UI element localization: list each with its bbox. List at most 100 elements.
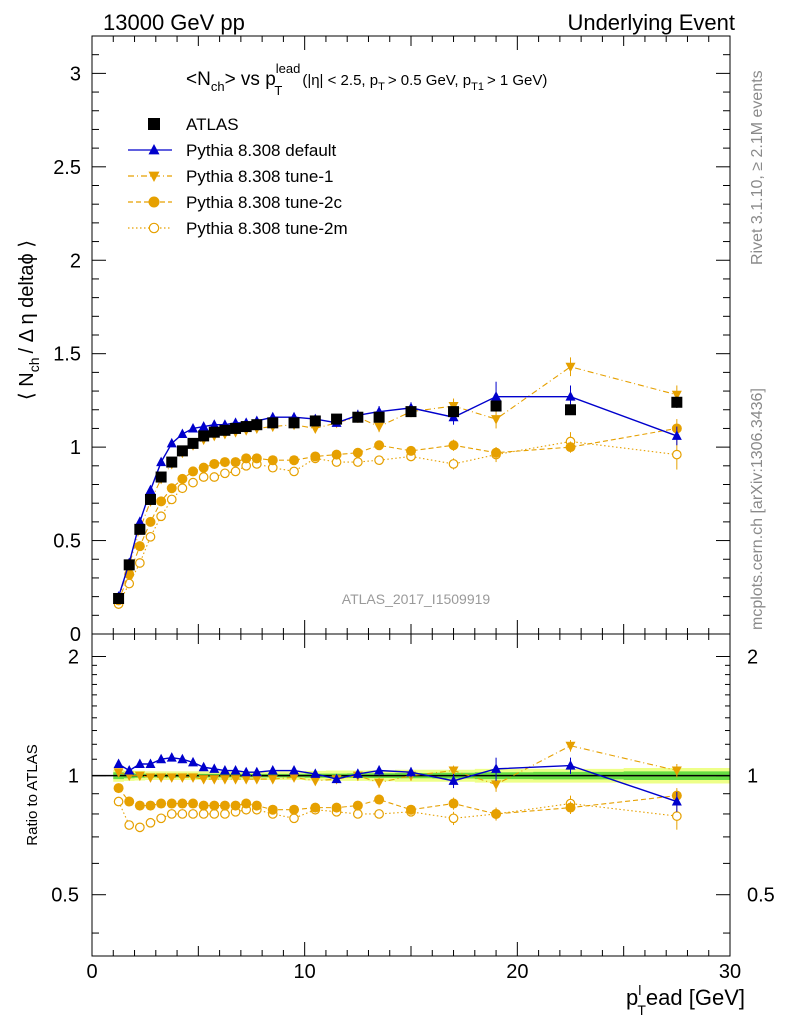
ratio-point-pythia-8-308-tune-2c — [352, 800, 363, 811]
data-point-pythia-8-308-default — [491, 391, 502, 401]
data-point-pythia-8-308-tune-2m — [448, 459, 459, 469]
main-y-tick-label: 0.5 — [53, 531, 81, 553]
ratio-y-axis-label: Ratio to ATLAS — [24, 744, 41, 845]
ratio-point-pythia-8-308-tune-2c — [219, 800, 230, 811]
data-point-pythia-8-308-tune-2c — [310, 451, 321, 462]
ratio-point-pythia-8-308-default — [124, 765, 135, 775]
title-sub: T — [274, 83, 282, 98]
ratio-point-pythia-8-308-tune-1 — [156, 773, 167, 783]
main-y-axis-label: ⟨ Nch / Δ η deltaϕ ⟩ — [16, 240, 42, 400]
ratio-point-pythia-8-308-tune-1 — [289, 773, 300, 783]
x-tick-label: 30 — [719, 961, 741, 983]
ratio-point-pythia-8-308-tune-1 — [448, 766, 459, 777]
data-point-atlas — [671, 396, 683, 408]
data-point-pythia-8-308-tune-1 — [374, 422, 385, 433]
title-cuts-1: (|η| < 2.5, p — [302, 72, 378, 89]
title-cuts-3: > 1 GeV) — [487, 72, 547, 89]
title-main: <N — [186, 69, 211, 90]
ratio-y-tick-label-right: 0.5 — [747, 885, 775, 907]
ratio-point-pythia-8-308-tune-2m — [177, 809, 188, 819]
data-point-pythia-8-308-tune-1 — [491, 415, 502, 425]
data-point-pythia-8-308-default — [156, 456, 167, 467]
ratio-point-pythia-8-308-default — [188, 756, 199, 767]
ratio-point-pythia-8-308-default — [671, 796, 682, 806]
series-line-pythia-8-308-tune-2c — [118, 427, 677, 601]
ratio-point-pythia-8-308-tune-2c — [448, 798, 459, 809]
title-sup: lead — [276, 61, 301, 76]
data-point-pythia-8-308-tune-2m — [135, 558, 145, 568]
data-point-pythia-8-308-default — [671, 430, 682, 440]
ylabel-sub: ch — [26, 357, 42, 372]
data-point-pythia-8-308-tune-2c — [145, 516, 156, 527]
data-point-pythia-8-308-tune-2c — [134, 541, 145, 552]
legend-label-pythia-8-308-tune-1: Pythia 8.308 tune-1 — [186, 167, 333, 186]
ratio-point-pythia-8-308-default — [448, 775, 459, 785]
ratio-point-pythia-8-308-tune-2c — [156, 798, 167, 809]
ratio-point-pythia-8-308-tune-1 — [198, 775, 209, 785]
ratio-point-pythia-8-308-default — [491, 763, 502, 773]
ratio-point-pythia-8-308-tune-2m — [374, 809, 384, 819]
ratio-point-pythia-8-308-default — [289, 765, 300, 775]
ratio-point-pythia-8-308-tune-2m — [124, 820, 135, 830]
data-point-atlas — [288, 417, 300, 429]
ratio-point-pythia-8-308-tune-2c — [565, 802, 576, 813]
data-point-pythia-8-308-tune-2c — [374, 440, 385, 451]
x-tick-labels: 0 10 20 30 — [86, 961, 741, 983]
legend-label-atlas: ATLAS — [186, 115, 239, 134]
ratio-point-pythia-8-308-tune-2m — [289, 813, 299, 824]
legend-marker-pythia-8-308-tune-1 — [148, 171, 160, 183]
ratio-point-pythia-8-308-tune-2c — [209, 800, 220, 811]
ratio-point-pythia-8-308-default — [331, 773, 342, 784]
data-point-atlas — [267, 417, 279, 429]
ratio-point-pythia-8-308-default — [565, 760, 576, 770]
main-y-tick-label: 2.5 — [53, 157, 81, 179]
data-point-pythia-8-308-tune-2c — [188, 466, 199, 477]
data-point-atlas — [176, 445, 188, 457]
data-point-pythia-8-308-tune-2c — [198, 462, 209, 473]
ratio-point-pythia-8-308-default — [406, 766, 416, 777]
data-point-pythia-8-308-tune-2m — [289, 466, 299, 477]
data-point-pythia-8-308-tune-2c — [491, 447, 502, 458]
ratio-point-pythia-8-308-tune-2c — [406, 804, 416, 815]
main-y-tick-label: 0 — [70, 624, 81, 646]
ratio-point-pythia-8-308-tune-2c — [113, 783, 124, 794]
title-cuts-2: > 0.5 GeV, p — [388, 72, 471, 89]
ratio-point-pythia-8-308-default — [352, 768, 363, 778]
ratio-point-pythia-8-308-tune-2c — [267, 804, 278, 815]
ratio-point-pythia-8-308-tune-1 — [219, 775, 230, 785]
data-point-pythia-8-308-tune-2c — [251, 453, 262, 464]
data-point-pythia-8-308-default — [188, 422, 199, 433]
ratio-point-pythia-8-308-tune-2c — [198, 800, 209, 811]
ratio-point-pythia-8-308-tune-2c — [177, 798, 188, 809]
ratio-point-pythia-8-308-default — [374, 765, 385, 775]
xlabel-sup: l — [638, 982, 641, 998]
main-axis-ticks — [91, 35, 731, 635]
data-point-atlas — [251, 419, 263, 431]
legend-label-pythia-8-308-tune-2c: Pythia 8.308 tune-2c — [186, 193, 342, 212]
ratio-point-pythia-8-308-tune-1 — [251, 775, 262, 785]
ratio-point-pythia-8-308-tune-2c — [230, 800, 241, 811]
data-point-atlas — [331, 413, 343, 425]
legend-label-pythia-8-308-tune-2m: Pythia 8.308 tune-2m — [186, 219, 348, 238]
xlabel-part-b: ead [GeV] — [646, 985, 745, 1010]
data-point-atlas — [352, 411, 364, 423]
data-point-atlas — [166, 456, 178, 468]
main-y-tick-labels: 0 0.5 1 1.5 2 2.5 3 — [53, 63, 81, 646]
data-point-pythia-8-308-tune-2m — [374, 455, 384, 466]
ratio-point-pythia-8-308-default — [166, 752, 177, 762]
data-point-pythia-8-308-default — [177, 428, 188, 439]
data-point-atlas — [123, 559, 135, 571]
title-cuts-2-sub: T1 — [471, 81, 484, 93]
data-point-pythia-8-308-tune-2c — [289, 455, 300, 466]
ratio-y-tick-label-right: 2 — [747, 647, 758, 669]
ratio-point-pythia-8-308-default — [145, 758, 156, 768]
data-point-atlas — [208, 426, 220, 438]
data-point-pythia-8-308-tune-2c — [209, 458, 220, 469]
ratio-point-pythia-8-308-tune-1 — [565, 741, 576, 752]
ylabel-part-b: / Δ η deltaϕ ⟩ — [16, 240, 38, 354]
ratio-point-pythia-8-308-tune-1 — [230, 775, 241, 785]
ratio-point-pythia-8-308-tune-1 — [166, 773, 177, 783]
ratio-point-pythia-8-308-tune-2m — [166, 809, 177, 819]
data-point-pythia-8-308-tune-2m — [166, 494, 177, 505]
x-tick-label: 10 — [294, 961, 316, 983]
